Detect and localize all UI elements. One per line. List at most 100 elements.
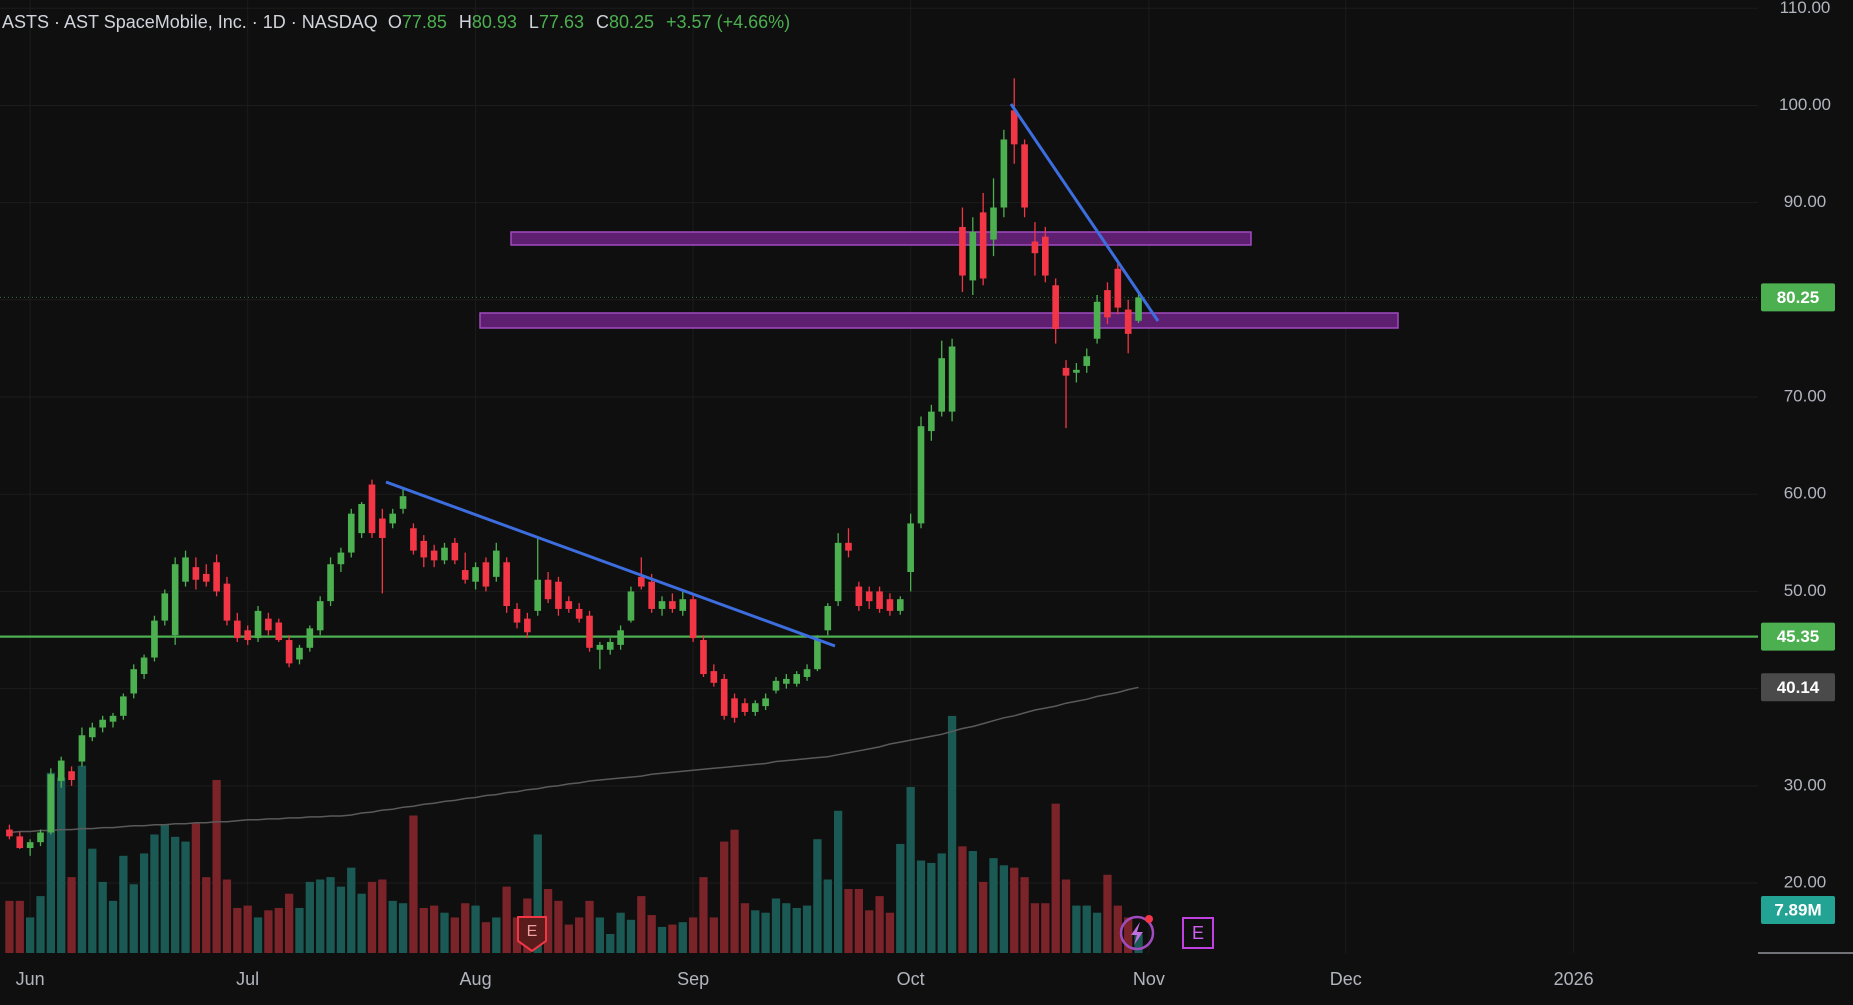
event-label[interactable]: E	[527, 923, 538, 940]
candle-body	[192, 567, 200, 580]
volume-bar	[585, 900, 594, 953]
candle-body	[834, 542, 842, 602]
ohlc-key: C	[595, 12, 609, 32]
volume-bar	[844, 888, 853, 953]
volume-bar	[937, 853, 946, 953]
x-tick-label: Jun	[16, 969, 45, 989]
candle-body	[254, 610, 262, 639]
volume-bar	[450, 917, 460, 953]
candle-body	[430, 550, 438, 561]
candle-body	[68, 771, 75, 780]
volume-bar	[678, 922, 687, 953]
candle-body	[57, 760, 65, 781]
volume-bar	[26, 917, 35, 953]
candle-body	[503, 562, 510, 607]
candle-body	[793, 674, 801, 684]
volume-bar	[233, 907, 242, 953]
volume-bar	[440, 912, 449, 953]
volume-bar	[720, 841, 729, 953]
volume-bar	[1041, 903, 1050, 953]
volume-bar	[181, 841, 190, 953]
volume-bar	[316, 879, 325, 953]
volume-bar	[326, 877, 335, 953]
volume-bar	[212, 779, 221, 953]
volume-bar	[46, 772, 56, 953]
candle-body	[544, 579, 552, 600]
candle-body	[99, 719, 106, 728]
x-tick-label: Aug	[460, 969, 492, 989]
event-icon[interactable]: E	[1182, 917, 1214, 949]
trendline[interactable]	[1009, 103, 1160, 322]
candle-body	[865, 591, 873, 602]
candle-body	[741, 703, 749, 712]
support-zone[interactable]	[479, 312, 1399, 329]
candle-body	[223, 583, 231, 621]
volume-bar	[5, 900, 14, 953]
x-tick-label: 2026	[1554, 969, 1594, 989]
candle-body	[700, 640, 707, 675]
candle-body	[47, 774, 55, 833]
candle-body	[368, 484, 376, 534]
candle-body	[140, 657, 148, 675]
volume-bar	[1010, 867, 1019, 953]
volume-bar	[896, 843, 905, 953]
volume-bar	[357, 893, 366, 953]
candle-body	[410, 528, 417, 551]
volume-bar	[471, 905, 480, 953]
volume-bar	[906, 787, 915, 953]
candle-body	[876, 591, 883, 609]
candle-body	[845, 542, 852, 551]
ohlc-value: 77.85	[401, 12, 447, 32]
candle-body	[731, 698, 738, 718]
candle-body	[347, 513, 355, 553]
volume-bar	[1103, 874, 1112, 953]
volume-bar	[958, 846, 967, 953]
volume-bar	[854, 888, 863, 953]
volume-bar	[1113, 905, 1122, 953]
candle-body	[202, 573, 210, 582]
price-axis	[1758, 0, 1853, 1005]
candle-body	[16, 836, 24, 849]
volume-tag-bg	[1761, 896, 1835, 924]
candle-body	[606, 641, 614, 650]
candle-body	[1000, 139, 1008, 208]
volume-bar	[243, 905, 252, 953]
candle-body	[814, 640, 821, 670]
volume-bar	[979, 881, 988, 953]
event-icon[interactable]	[1119, 915, 1155, 951]
candle-body	[1124, 309, 1132, 334]
ohlc-key: O	[387, 12, 402, 32]
candle-body	[1073, 369, 1080, 373]
candle-body	[461, 570, 469, 580]
volume-bar	[999, 865, 1009, 953]
resistance-zone[interactable]	[510, 231, 1252, 246]
volume-bar	[1134, 934, 1143, 953]
candle-body	[1104, 290, 1111, 318]
candle-body	[88, 727, 96, 738]
candle-body	[948, 346, 956, 412]
volume-bar	[947, 715, 957, 953]
candle-body	[285, 640, 293, 664]
volume-bar	[1124, 917, 1133, 953]
candle-body	[1021, 144, 1028, 208]
trendline[interactable]	[385, 480, 836, 648]
volume-bar	[222, 879, 232, 953]
candle-body	[1062, 367, 1070, 376]
volume-bar	[409, 815, 418, 953]
volume-bar	[730, 829, 739, 953]
y-tick-label: 110.00	[1780, 0, 1831, 17]
volume-bar	[595, 917, 605, 953]
volume-bar	[989, 858, 998, 953]
candle-body	[596, 644, 604, 650]
candle-body	[513, 608, 521, 623]
event-icon[interactable]: E	[517, 916, 547, 953]
volume-bar	[564, 924, 573, 953]
candle-body	[969, 231, 977, 281]
event-label[interactable]: E	[1192, 923, 1204, 943]
y-tick-label: 60.00	[1784, 484, 1827, 503]
candle-body	[928, 411, 935, 432]
ohlc-value: 80.25	[608, 12, 655, 32]
candle-body	[917, 426, 925, 524]
